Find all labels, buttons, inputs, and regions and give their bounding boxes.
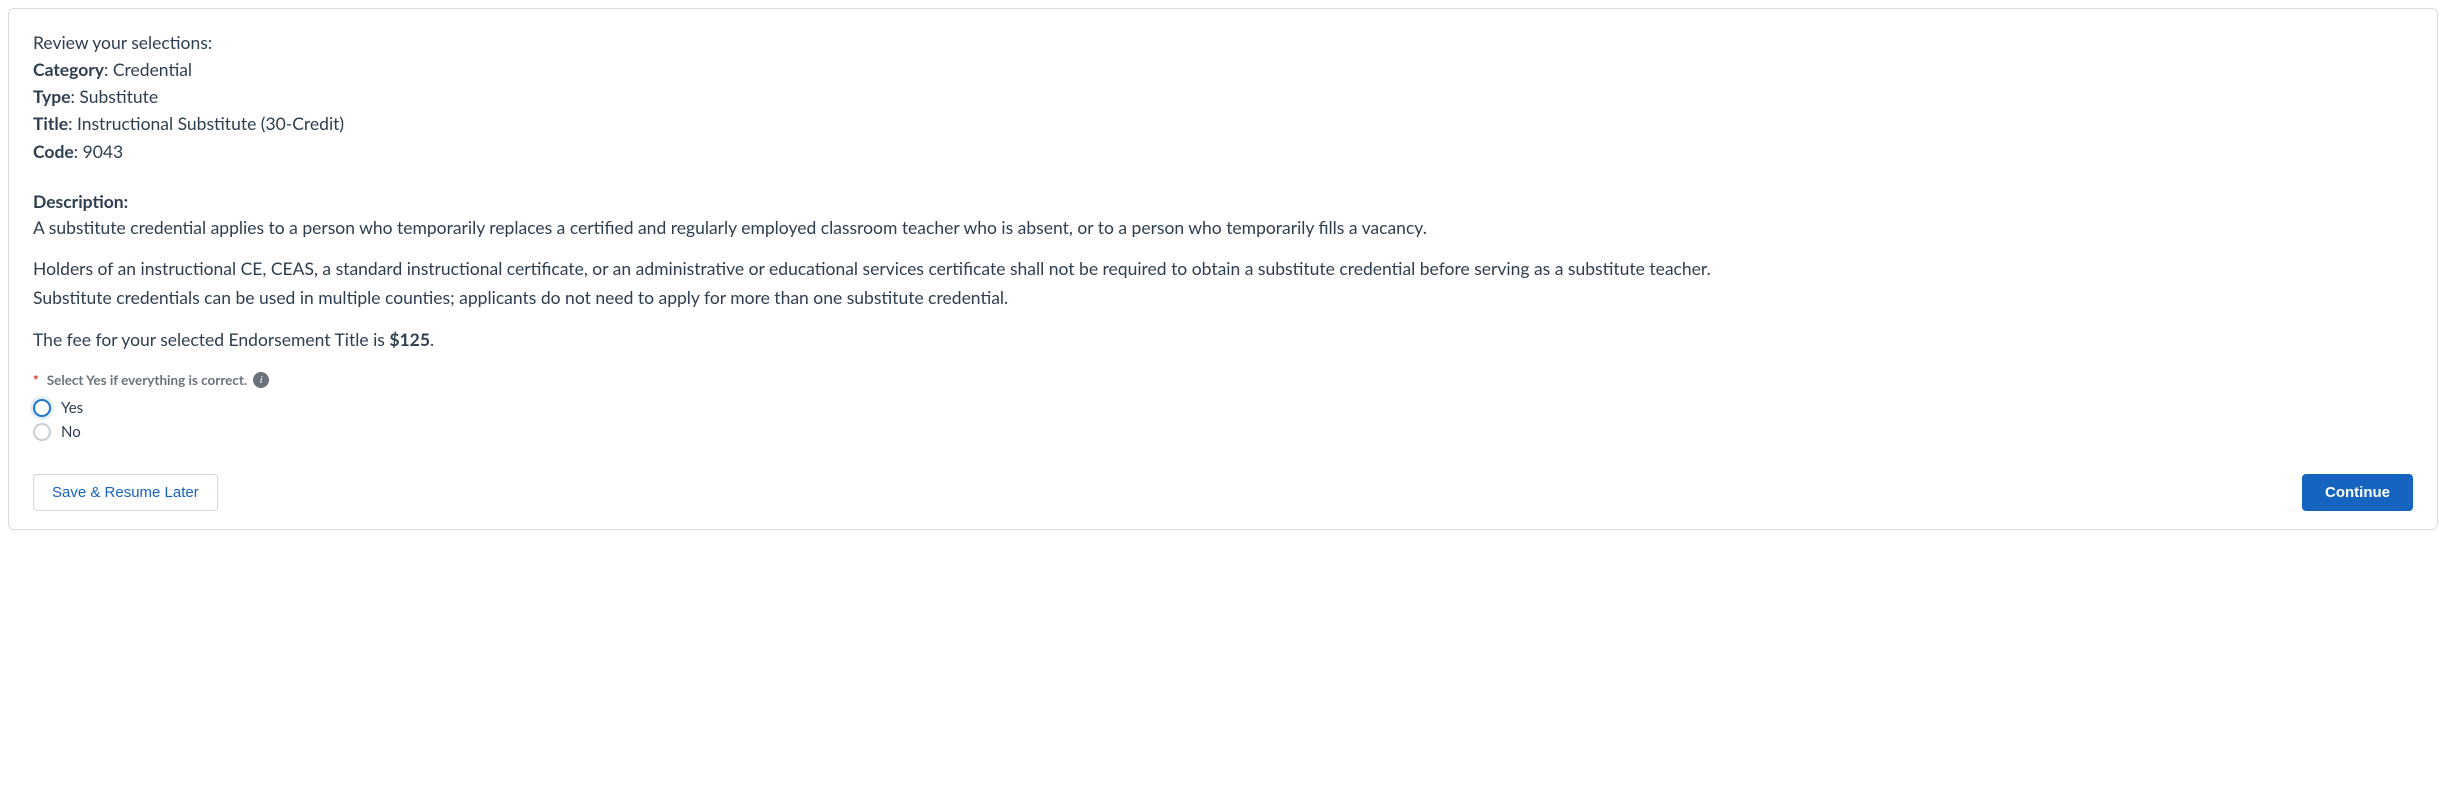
category-value: Credential bbox=[113, 59, 192, 80]
confirm-prompt: Select Yes if everything is correct. bbox=[47, 372, 247, 388]
confirm-prompt-row: * Select Yes if everything is correct. i bbox=[33, 372, 2413, 388]
description-label: Description: bbox=[33, 191, 2413, 212]
code-label: Code bbox=[33, 141, 74, 162]
review-card: Review your selections: Category: Creden… bbox=[8, 8, 2438, 530]
radio-yes-dot[interactable] bbox=[33, 399, 51, 417]
fee-line: The fee for your selected Endorsement Ti… bbox=[33, 329, 2413, 350]
row-type: Type: Substitute bbox=[33, 83, 2413, 110]
description-p2: Holders of an instructional CE, CEAS, a … bbox=[33, 255, 2413, 282]
code-value: 9043 bbox=[83, 141, 124, 162]
row-category: Category: Credential bbox=[33, 56, 2413, 83]
row-title: Title: Instructional Substitute (30-Cred… bbox=[33, 110, 2413, 137]
fee-prefix: The fee for your selected Endorsement Ti… bbox=[33, 329, 389, 350]
description-p3: Substitute credentials can be used in mu… bbox=[33, 284, 2413, 311]
row-code: Code: 9043 bbox=[33, 138, 2413, 165]
title-value: Instructional Substitute (30-Credit) bbox=[77, 113, 344, 134]
radio-no-dot[interactable] bbox=[33, 423, 51, 441]
title-label: Title bbox=[33, 113, 68, 134]
review-header: Review your selections: bbox=[33, 29, 2413, 56]
required-star: * bbox=[33, 372, 39, 388]
description-p1: A substitute credential applies to a per… bbox=[33, 214, 2413, 241]
radio-yes[interactable]: Yes bbox=[33, 396, 2413, 420]
action-bar: Save & Resume Later Continue bbox=[33, 474, 2413, 511]
save-resume-button[interactable]: Save & Resume Later bbox=[33, 474, 218, 511]
confirm-radio-group: Yes No bbox=[33, 396, 2413, 444]
category-label: Category bbox=[33, 59, 104, 80]
type-value: Substitute bbox=[79, 86, 158, 107]
fee-amount: $125 bbox=[389, 329, 430, 350]
radio-yes-label: Yes bbox=[61, 396, 83, 420]
radio-no-label: No bbox=[61, 420, 81, 444]
radio-no[interactable]: No bbox=[33, 420, 2413, 444]
type-label: Type bbox=[33, 86, 71, 107]
info-icon[interactable]: i bbox=[253, 372, 269, 388]
continue-button[interactable]: Continue bbox=[2302, 474, 2413, 511]
fee-suffix: . bbox=[430, 329, 434, 350]
